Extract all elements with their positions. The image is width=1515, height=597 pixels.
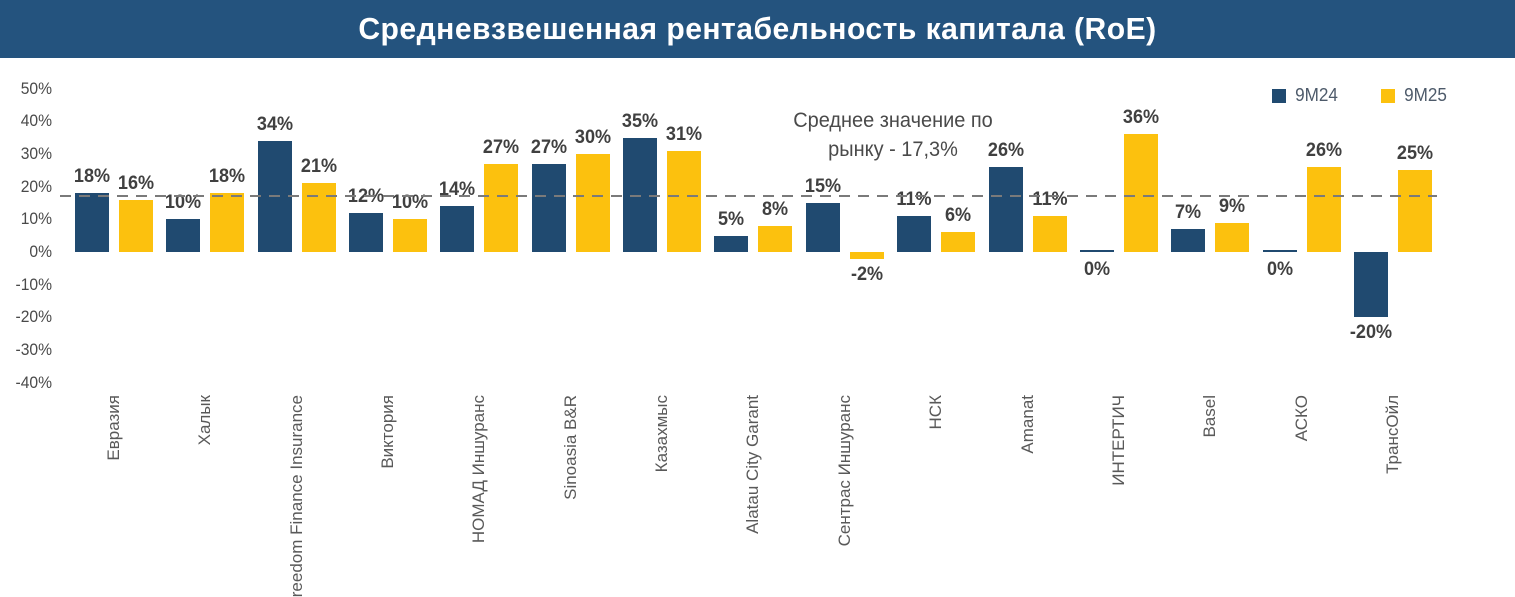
x-label-6: Sinoasia B&R [560, 395, 580, 500]
y-tick-label: 20% [20, 176, 52, 196]
bar-9m25-5 [484, 163, 519, 252]
x-label-13: Basel [1200, 395, 1220, 438]
value-label-9m25-11: 11% [1031, 189, 1068, 211]
value-label-9m24-10: 11% [896, 189, 932, 211]
legend-item-9m25: 9M25 [1381, 85, 1448, 106]
x-label-4: Виктория [378, 395, 398, 469]
y-tick-label: -10% [15, 274, 53, 294]
value-label-9m25-13: 9% [1219, 195, 1246, 217]
x-label-1: Евразия [104, 395, 123, 461]
bar-9m24-9 [805, 202, 840, 252]
value-label-9m24-12: 0% [1083, 259, 1110, 280]
market-average-annotation: Среднее значение по рынку - 17,3% [722, 106, 1064, 164]
value-label-9m25-7: 31% [666, 123, 703, 145]
bar-9m25-7 [667, 150, 702, 252]
bar-9m25-12 [1123, 134, 1158, 252]
value-label-9m24-15: -20% [1349, 322, 1392, 344]
bar-9m24-2 [166, 219, 201, 252]
y-tick-label: -40% [15, 372, 53, 392]
bar-9m25-13 [1215, 222, 1250, 252]
bar-9m24-10 [897, 216, 932, 252]
legend-label: 9M25 [1404, 85, 1447, 105]
y-tick-label: -30% [15, 340, 53, 359]
plot-area: 50% 40% 30% 20% 10% 0% -10% -20% -30% -40% 18% 16%… [0, 58, 1515, 597]
legend: 9M24 9M25 [1272, 85, 1448, 106]
bar-9m24-5 [440, 206, 475, 252]
value-label-9m25-15: 25% [1396, 143, 1433, 165]
legend-swatch-icon [1272, 88, 1286, 103]
value-label-9m24-3: 34% [256, 113, 293, 135]
y-tick-label: 10% [20, 209, 52, 229]
value-label-9m25-14: 26% [1305, 140, 1342, 162]
bar-9m24-12 [1079, 250, 1114, 252]
bar-9m24-6 [531, 163, 566, 252]
value-label-9m25-5: 27% [483, 136, 520, 158]
bar-9m25-10 [941, 232, 976, 252]
bar-9m24-15 [1353, 252, 1388, 318]
y-tick-label: 40% [20, 111, 52, 131]
x-label-10: НСК [926, 395, 946, 430]
value-label-9m24-14: 0% [1266, 259, 1293, 280]
x-label-5: НОМАД Иншуранс [469, 395, 489, 544]
bar-9m25-4 [393, 219, 428, 252]
bar-9m25-1 [119, 199, 153, 252]
y-tick-label: 30% [20, 143, 52, 163]
value-label-9m25-4: 10% [391, 192, 429, 214]
chart-title-bar: Средневзвешенная рентабельность капитала… [0, 0, 1515, 58]
x-label-8: Alatau City Garant [743, 395, 763, 534]
bar-9m24-1 [75, 193, 109, 252]
value-label-9m25-10: 6% [945, 205, 972, 227]
x-label-3: Freedom Finance Insurance [286, 395, 306, 597]
y-tick-label: 50% [20, 78, 52, 98]
x-label-2: Халык [195, 395, 215, 446]
value-label-9m25-6: 30% [574, 126, 611, 148]
x-label-9: Сентрас Иншуранс [834, 395, 854, 547]
bar-9m24-8 [714, 235, 749, 252]
bar-9m25-6 [575, 153, 610, 252]
value-label-9m25-1: 16% [117, 172, 155, 194]
value-label-9m25-9: -2% [850, 263, 883, 285]
value-label-9m25-12: 36% [1122, 107, 1159, 129]
value-label-9m25-8: 8% [762, 198, 789, 220]
value-label-9m24-9: 15% [804, 175, 841, 197]
y-tick-label: -20% [15, 307, 53, 327]
chart-title: Средневзвешенная рентабельность капитала… [358, 11, 1157, 46]
value-label-9m24-1: 18% [73, 166, 111, 188]
legend-item-9m24: 9M24 [1272, 85, 1339, 106]
value-label-9m24-8: 5% [718, 208, 745, 230]
x-label-11: Amanat [1017, 395, 1037, 454]
bar-9m25-8 [758, 225, 793, 252]
bar-9m24-7 [623, 137, 658, 252]
bar-9m25-3 [301, 183, 336, 252]
bar-9m25-15 [1397, 170, 1432, 252]
bar-9m24-4 [349, 212, 384, 252]
legend-label: 9M24 [1295, 85, 1338, 105]
market-average-dashed-line [60, 195, 1437, 198]
bar-9m25-9 [849, 252, 884, 259]
value-label-9m24-5: 14% [439, 179, 476, 201]
value-label-9m25-3: 21% [300, 156, 337, 178]
bar-9m24-14 [1262, 250, 1297, 252]
legend-swatch-icon [1381, 88, 1396, 103]
x-label-7: Казахмыс [652, 395, 672, 473]
value-label-9m24-2: 10% [165, 192, 202, 214]
value-label-9m24-7: 35% [622, 110, 659, 132]
x-label-15: ТрансОйл [1382, 395, 1402, 474]
annotation-line-2: рынку - 17,3% [828, 138, 958, 161]
annotation-line-1: Среднее значение по [793, 109, 993, 132]
bar-9m25-2 [210, 193, 245, 252]
value-label-9m24-6: 27% [530, 136, 567, 158]
bar-9m24-11 [988, 167, 1023, 252]
x-label-12: ИНТЕРТИЧ [1108, 395, 1128, 486]
x-label-14: АСКО [1291, 395, 1311, 442]
bar-9m25-11 [1032, 216, 1067, 252]
bar-9m25-14 [1306, 167, 1341, 252]
value-label-9m25-2: 18% [209, 166, 246, 188]
value-label-9m24-11: 26% [987, 140, 1024, 162]
y-tick-label: 0% [29, 242, 52, 261]
bar-9m24-13 [1171, 229, 1206, 252]
value-label-9m24-13: 7% [1175, 202, 1202, 224]
